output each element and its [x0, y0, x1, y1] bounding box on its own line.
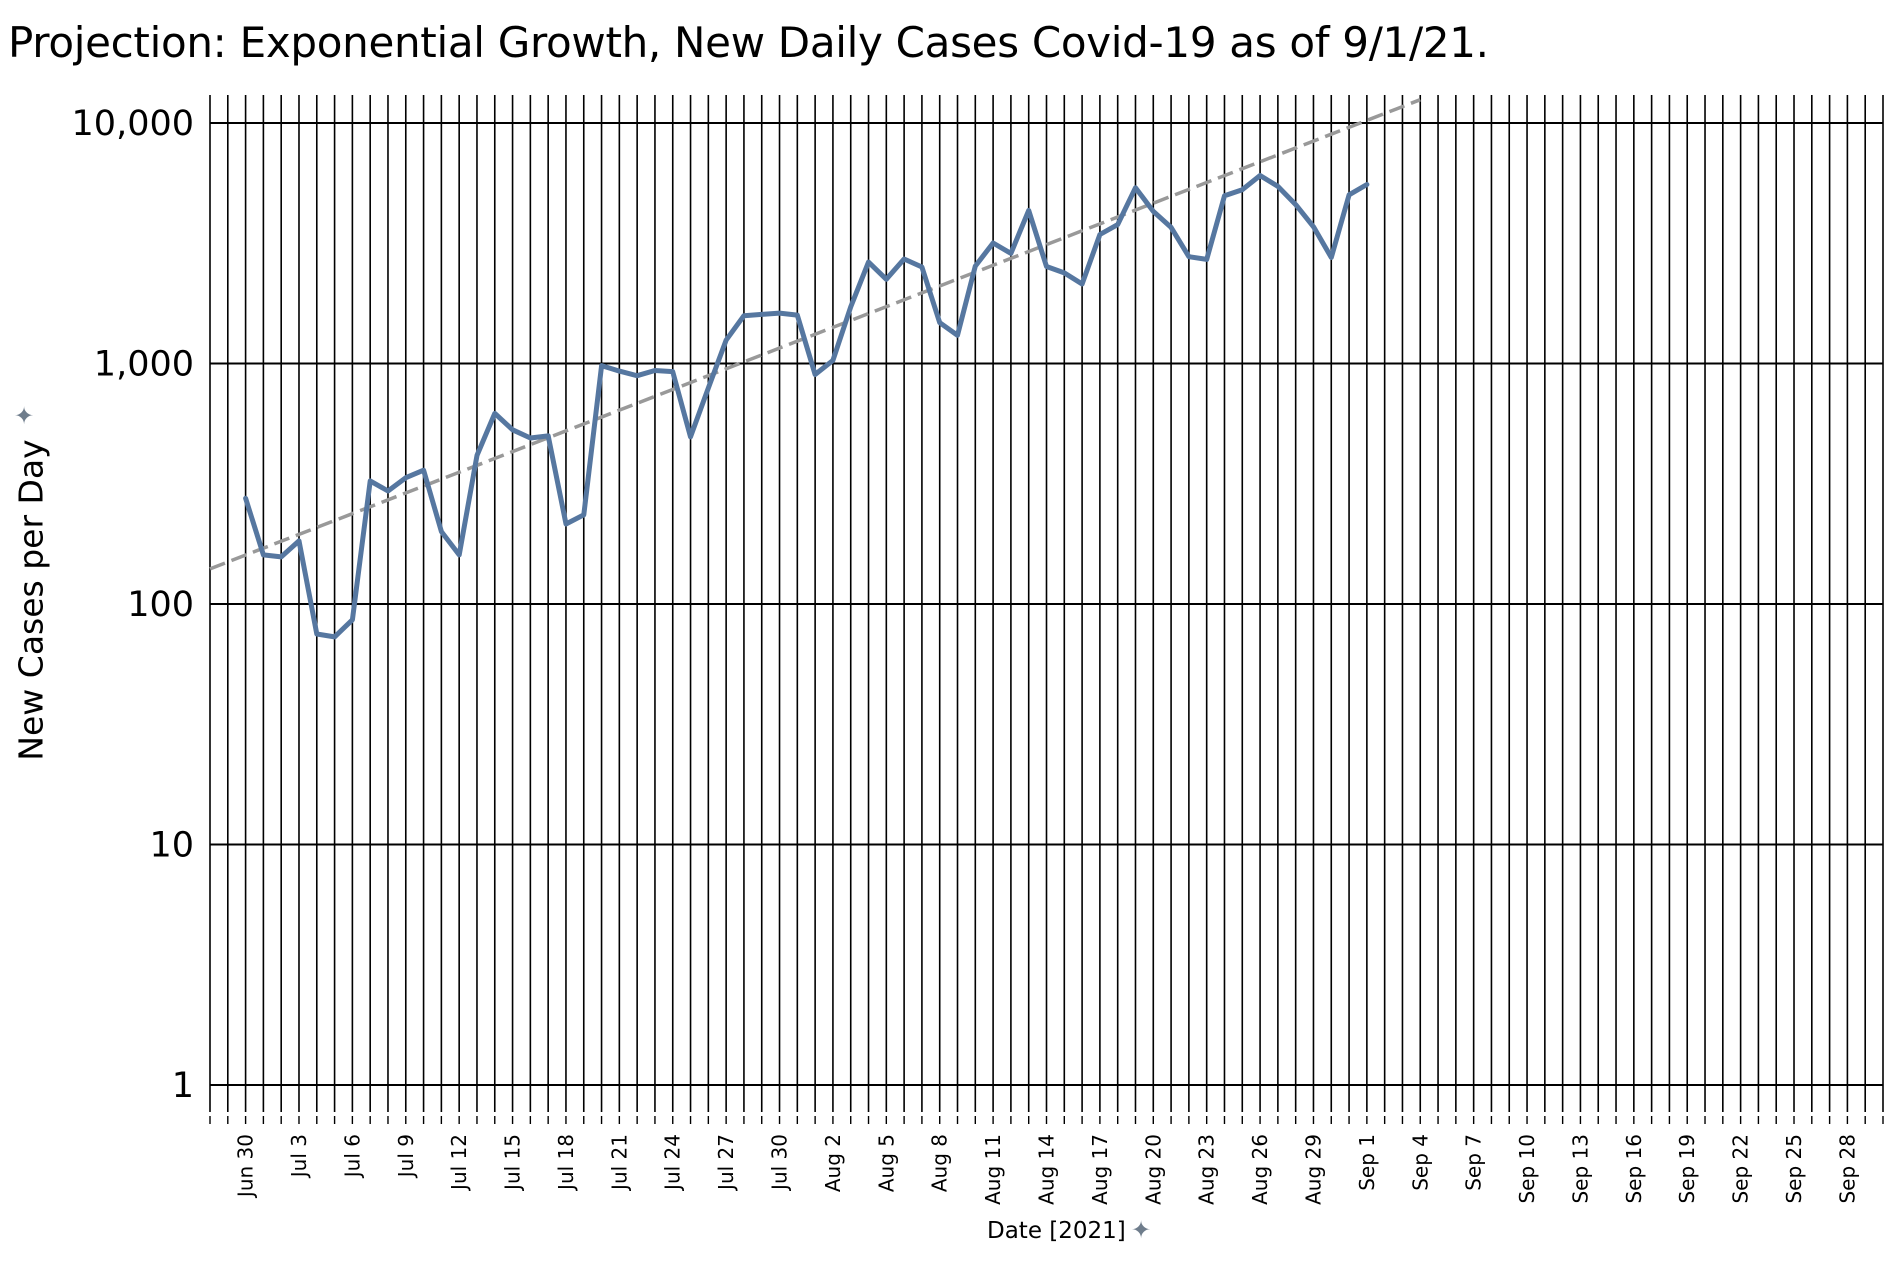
x-tick-label: Aug 5	[874, 1134, 898, 1192]
x-tick-label: Jul 3	[287, 1134, 311, 1179]
x-tick-label: Sep 7	[1462, 1134, 1486, 1191]
trendline	[209, 98, 1421, 571]
chart-title: Projection: Exponential Growth, New Dail…	[8, 18, 1489, 67]
x-tick-label: Aug 14	[1035, 1134, 1059, 1205]
y-tick-label: 10	[149, 826, 194, 866]
x-tick-label: Sep 25	[1782, 1134, 1806, 1204]
x-tick-label: Aug 8	[928, 1134, 952, 1192]
y-tick-label: 1,000	[94, 345, 194, 385]
x-tick-label: Aug 26	[1248, 1134, 1272, 1205]
x-tick-label: Sep 1	[1355, 1134, 1379, 1191]
trendline-layer	[209, 98, 1421, 571]
y-tick-label: 10,000	[72, 104, 194, 144]
y-axis-pin-icon[interactable]: ✦	[14, 402, 35, 430]
x-tick-label: Aug 29	[1301, 1134, 1325, 1205]
x-tick-label: Sep 13	[1568, 1134, 1592, 1204]
horizontal-gridlines	[210, 122, 1883, 1086]
x-tick-label: Sep 19	[1675, 1134, 1699, 1204]
x-tick-label: Jul 21	[607, 1134, 631, 1192]
x-tick-label: Jul 30	[768, 1134, 792, 1192]
x-tick-label: Jul 15	[501, 1134, 525, 1192]
x-tick-label: Sep 4	[1408, 1134, 1432, 1191]
x-tick-label: Jul 27	[714, 1134, 738, 1192]
y-tick-label: 1	[172, 1066, 194, 1106]
x-tick-label: Sep 22	[1729, 1134, 1753, 1204]
series-layer	[243, 173, 1370, 640]
x-tick-label: Jul 24	[661, 1134, 685, 1192]
x-tick-label: Aug 17	[1088, 1134, 1112, 1205]
x-tick-label: Sep 28	[1835, 1134, 1859, 1204]
x-axis-pin-icon[interactable]: ✦	[1131, 1216, 1152, 1244]
x-tick-label: Aug 20	[1141, 1134, 1165, 1205]
x-tick-label: Jul 12	[447, 1134, 471, 1192]
y-tick-label: 100	[127, 585, 194, 625]
x-tick-label: Jul 18	[554, 1134, 578, 1192]
x-axis-title: Date [2021]	[987, 1218, 1126, 1244]
x-tick-label: Sep 10	[1515, 1134, 1539, 1204]
x-tick-label: Aug 23	[1195, 1134, 1219, 1205]
x-tick-labels: Jun 30 Jul 3 Jul 6 Jul 9 Jul 12 Jul 15 Jul 18 J…	[234, 1134, 1860, 1205]
x-tick-label: Jun 30	[234, 1134, 258, 1199]
y-tick-labels: 10,000 1,000 100 10 1	[72, 104, 194, 1106]
x-tick-label: Jul 9	[394, 1134, 418, 1179]
x-tick-label: Aug 11	[981, 1134, 1005, 1205]
x-axis	[209, 1116, 1884, 1124]
series-line	[243, 173, 1370, 640]
x-tick-label: Sep 16	[1622, 1134, 1646, 1204]
y-axis-title: New Cases per Day	[11, 439, 51, 761]
x-tick-label: Jul 6	[340, 1134, 364, 1179]
x-tick-label: Aug 2	[821, 1134, 845, 1192]
